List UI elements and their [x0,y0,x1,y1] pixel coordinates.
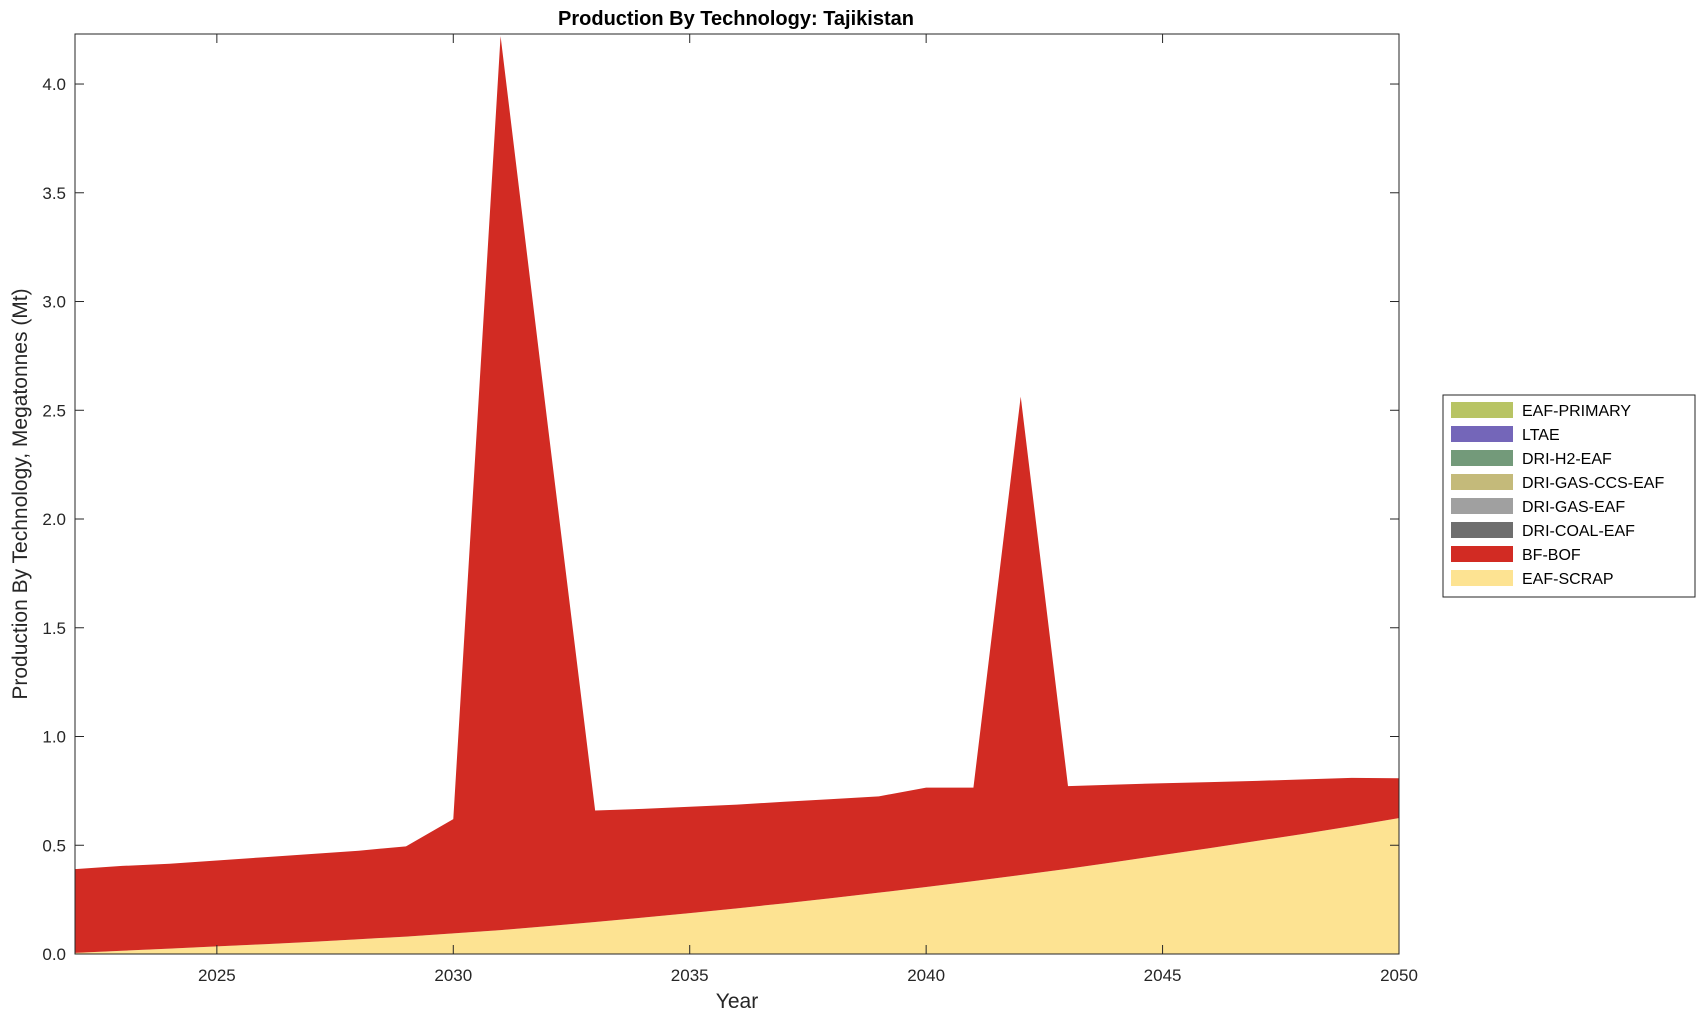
legend-swatch-eaf-scrap [1451,570,1513,586]
x-tick-label: 2025 [198,966,236,985]
x-tick-label: 2035 [671,966,709,985]
y-tick-label: 0.0 [42,945,66,964]
y-tick-label: 3.0 [42,293,66,312]
legend-swatch-dri-coal-eaf [1451,522,1513,538]
stacked-areas [75,36,1399,954]
legend-label-eaf-primary: EAF-PRIMARY [1522,403,1631,420]
area-dri-h2-eaf [75,36,1399,870]
chart-title: Production By Technology: Tajikistan [558,8,914,30]
legend-swatch-dri-h2-eaf [1451,450,1513,466]
x-tick-label: 2030 [434,966,472,985]
y-tick-label: 2.0 [42,510,66,529]
area-dri-gas-eaf [75,36,1399,870]
legend-label-bf-bof: BF-BOF [1522,547,1581,564]
legend-label-dri-h2-eaf: DRI-H2-EAF [1522,451,1612,468]
legend-swatch-dri-gas-ccs-eaf [1451,474,1513,490]
x-tick-label: 2045 [1144,966,1182,985]
y-axis: 0.0 0.5 1.0 1.5 2.0 2.5 3.0 3.5 4.0 [42,75,1399,964]
legend-swatch-dri-gas-eaf [1451,498,1513,514]
area-bf-bof [75,36,1399,953]
area-eaf-scrap [75,818,1399,954]
y-tick-label: 2.5 [42,401,66,420]
legend: EAF-PRIMARY LTAE DRI-H2-EAF DRI-GAS-CCS-EAF… [1442,394,1696,598]
y-tick-label: 1.5 [42,619,66,638]
y-tick-label: 0.5 [42,836,66,855]
y-tick-label: 4.0 [42,75,66,94]
legend-box [1442,394,1696,598]
legend-label-dri-coal-eaf: DRI-COAL-EAF [1522,523,1635,540]
x-tick-label: 2040 [907,966,945,985]
area-ltae [75,36,1399,870]
legend-swatch-bf-bof [1451,546,1513,562]
area-dri-coal-eaf [75,36,1399,870]
legend-label-eaf-scrap: EAF-SCRAP [1522,571,1614,588]
y-tick-label: 1.0 [42,728,66,747]
legend-label-ltae: LTAE [1522,427,1560,444]
legend-label-dri-gas-ccs-eaf: DRI-GAS-CCS-EAF [1522,475,1664,492]
legend-swatch-eaf-primary [1451,402,1513,418]
x-tick-label: 2050 [1380,966,1418,985]
plot-frame [74,33,1400,955]
area-eaf-primary [75,36,1399,870]
x-axis: 2025 2030 2035 2040 2045 2050 [198,34,1418,985]
y-axis-label: Production By Technology, Megatonnes (Mt… [9,288,32,699]
legend-swatch-ltae [1451,426,1513,442]
x-axis-label: Year [716,990,758,1013]
y-tick-label: 3.5 [42,184,66,203]
legend-label-dri-gas-eaf: DRI-GAS-EAF [1522,499,1625,516]
area-dri-gas-ccs-eaf [75,36,1399,870]
